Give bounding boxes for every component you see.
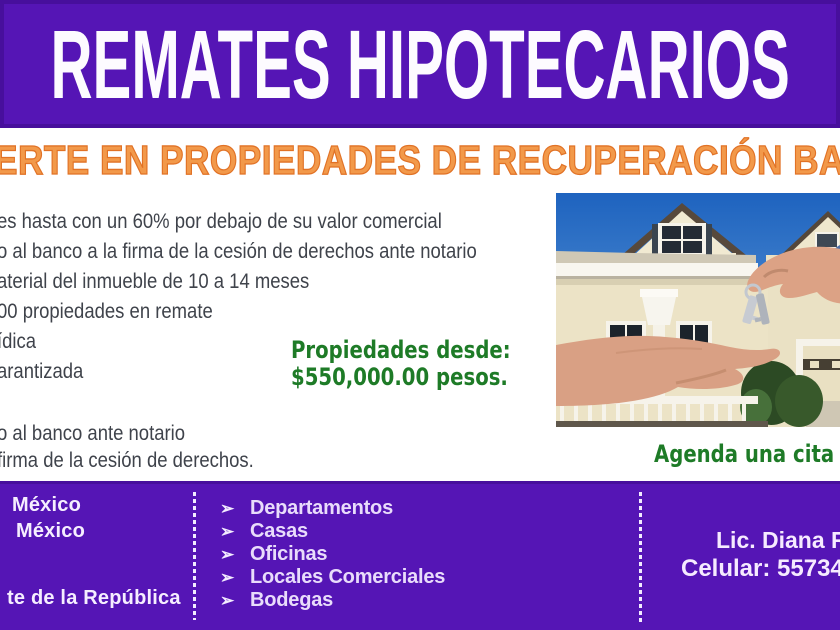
house-photo-illustration xyxy=(556,193,840,427)
header-band: REMATES HIPOTECARIOS xyxy=(0,0,840,128)
benefit-line: o al banco a la firma de la cesión de de… xyxy=(0,240,477,263)
benefit-line: ídica xyxy=(0,330,37,353)
footer-location: México xyxy=(12,494,82,516)
property-type-label: Locales Comerciales xyxy=(250,566,446,588)
property-types-list: ➢ Departamentos ➢ Casas ➢ Oficinas ➢ Loc… xyxy=(220,497,445,612)
footer-divider xyxy=(193,492,196,620)
arrow-bullet-icon: ➢ xyxy=(220,544,235,564)
benefit-line: es hasta con un 60% por debajo de su val… xyxy=(0,210,442,233)
benefit-line: firma de la cesión de derechos. xyxy=(0,449,254,472)
property-type-label: Departamentos xyxy=(250,497,393,519)
arrow-bullet-icon: ➢ xyxy=(220,590,235,610)
cta-text: Agenda una cita xyxy=(654,440,835,468)
arrow-bullet-icon: ➢ xyxy=(220,567,235,587)
benefits-list: es hasta con un 60% por debajo de su val… xyxy=(0,207,477,387)
arrow-bullet-icon: ➢ xyxy=(220,498,235,518)
house-keys-photo xyxy=(556,193,840,427)
price-line-2: $550,000.00 pesos. xyxy=(291,363,508,391)
footer-location: México xyxy=(16,520,86,542)
footer-band: México México te de la República ➢ Depar… xyxy=(0,481,840,630)
list-item: ➢ Locales Comerciales xyxy=(220,566,445,589)
property-type-label: Oficinas xyxy=(250,543,328,565)
footer-location: te de la República xyxy=(7,587,181,609)
property-type-label: Bodegas xyxy=(250,589,334,611)
contact-phone: Celular: 55734 xyxy=(681,555,840,582)
price-text: Propiedades desde: $550,000.00 pesos. xyxy=(291,337,511,391)
list-item: ➢ Bodegas xyxy=(220,589,445,612)
subtitle: ERTE EN PROPIEDADES DE RECUPERACIÓN BANC… xyxy=(0,136,840,183)
benefits-list-2: o al banco ante notario firma de la cesi… xyxy=(0,420,254,474)
benefit-line: 00 propiedades en remate xyxy=(0,300,213,323)
footer-divider xyxy=(639,492,642,622)
page-title: REMATES HIPOTECARIOS xyxy=(50,9,790,119)
benefit-line: aterial del inmueble de 10 a 14 meses xyxy=(0,270,310,293)
list-item: ➢ Oficinas xyxy=(220,543,445,566)
list-item: ➢ Casas xyxy=(220,520,445,543)
price-line-1: Propiedades desde: xyxy=(291,336,511,364)
benefit-line: o al banco ante notario xyxy=(0,422,186,445)
list-item: ➢ Departamentos xyxy=(220,497,445,520)
arrow-bullet-icon: ➢ xyxy=(220,521,235,541)
property-type-label: Casas xyxy=(250,520,308,542)
benefit-line: arantizada xyxy=(0,360,84,383)
contact-name: Lic. Diana Ra xyxy=(716,527,840,553)
